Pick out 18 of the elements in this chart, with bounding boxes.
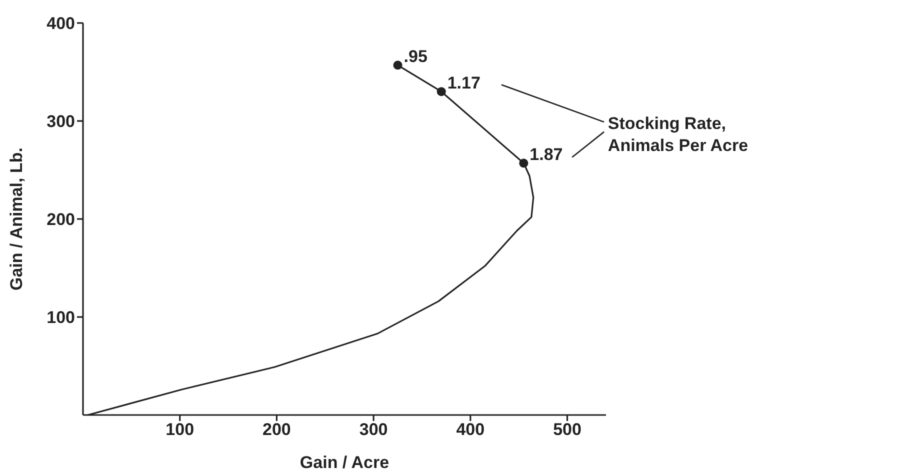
point bbox=[393, 60, 402, 70]
x-axis-title: Gain / Acre bbox=[300, 453, 390, 472]
y-axis-title: Gain / Animal, Lb. bbox=[7, 148, 26, 290]
x-tick-label: 200 bbox=[262, 420, 291, 440]
point bbox=[519, 158, 528, 168]
annotation: 1.87 bbox=[530, 145, 563, 164]
x-tick-label: 100 bbox=[166, 420, 194, 440]
annotation: 1.17 bbox=[447, 74, 480, 93]
x-tick-label: 500 bbox=[553, 420, 582, 440]
y-tick-label: 100 bbox=[46, 308, 75, 328]
point bbox=[436, 87, 446, 96]
x-tick-label: 300 bbox=[359, 420, 388, 440]
annotation: .95 bbox=[404, 47, 428, 66]
x-tick-label: 400 bbox=[456, 420, 485, 440]
y-tick-label: 200 bbox=[46, 210, 75, 230]
y-tick-label: 300 bbox=[46, 112, 75, 132]
y-tick-label: 400 bbox=[46, 14, 75, 34]
text: Stocking Rate, Animals Per Acre bbox=[608, 113, 750, 158]
